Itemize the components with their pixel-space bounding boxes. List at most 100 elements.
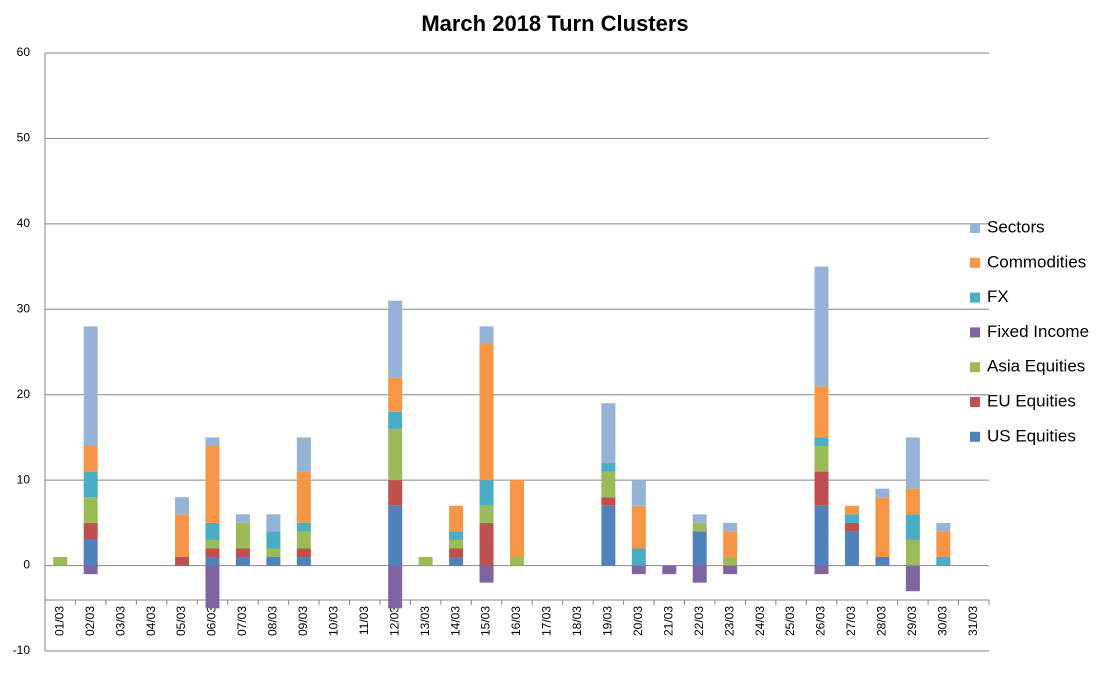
bar-segment [175,497,190,515]
bar-segment [601,463,616,472]
bar-segment [296,471,311,523]
y-tick-label: -10 [13,643,31,657]
x-tick-label: 14/03 [448,606,462,636]
bar-segment [814,565,829,575]
legend-swatch [970,431,980,442]
bar-segment [418,557,433,566]
legend-swatch [970,362,980,373]
bar-segment [235,514,250,523]
x-tick-label: 13/03 [418,606,432,636]
bar-segment [905,539,920,566]
bar-segment [449,539,464,549]
y-tick-label: 40 [17,216,31,230]
x-tick-label: 04/03 [144,606,158,636]
bar-segment [449,557,464,566]
bar-segment [905,565,920,592]
bar-segment [235,548,250,558]
bar-segment [875,497,890,558]
bar-segment [53,557,68,566]
legend-label: Sectors [987,217,1045,236]
bar-segment [83,565,98,575]
bar-segment [814,471,829,506]
bar-segment [479,565,494,583]
bar-segment [296,557,311,566]
bar-segment [388,411,403,429]
bar-segment [83,497,98,523]
bar-segment [814,445,829,472]
bar-segment [235,522,250,549]
legend-swatch [970,397,980,407]
bar-segment [235,557,250,566]
chart-title: March 2018 Turn Clusters [421,11,688,36]
bar-segment [449,531,464,540]
bar-segment [388,428,403,481]
bar-segment [905,437,920,489]
y-tick-label: 10 [17,472,31,486]
bar-segment [449,505,464,532]
bar-segment [936,531,951,558]
bar-segment [296,531,311,549]
bar-segment [83,445,98,472]
bar-segment [266,531,281,549]
bar-segment [844,522,859,532]
legend-swatch [970,292,980,303]
bar-segment [936,557,951,566]
legend-swatch [970,257,980,268]
bar-segment [83,522,98,540]
y-tick-label: 0 [23,558,30,572]
x-tick-label: 16/03 [509,606,523,636]
bar-segment [905,514,920,540]
bar-segment [875,488,890,498]
x-tick-label: 19/03 [601,606,615,636]
bar-segment [875,557,890,566]
y-tick-label: 20 [17,387,31,401]
bar-segment [723,557,738,566]
x-tick-label: 09/03 [296,606,310,636]
bar-segment [631,548,646,566]
legend-swatch [970,327,980,338]
bar-segment [266,514,281,532]
bar-segment [692,531,707,566]
bar-segment [296,522,311,532]
bar-segment [510,480,524,558]
bar-segment [479,343,494,481]
legend-label: Fixed Income [987,322,1089,341]
legend-label: US Equities [987,426,1076,445]
bar-segment [205,445,220,523]
x-tick-label: 27/03 [844,606,858,636]
bar-segment [205,437,220,446]
bar-segment [814,505,829,566]
bar-segment [723,565,738,575]
x-tick-label: 28/03 [875,606,889,636]
x-tick-label: 12/03 [387,606,401,636]
x-tick-label: 18/03 [570,606,584,636]
bar-segment [631,505,646,549]
x-tick-label: 30/03 [935,606,949,636]
x-tick-label: 15/03 [479,606,493,636]
bar-segment [205,557,220,566]
bar-segment [83,471,98,498]
x-tick-label: 06/03 [205,606,219,636]
bar-segment [814,437,829,446]
bar-segment [479,522,494,566]
x-tick-label: 20/03 [631,606,645,636]
x-tick-label: 29/03 [905,606,919,636]
bar-segment [844,505,859,515]
bar-segment [205,539,220,549]
y-tick-label: 50 [17,131,31,145]
y-tick-label: 60 [17,45,31,59]
x-tick-label: 05/03 [174,606,188,636]
x-tick-label: 24/03 [753,606,767,636]
bar-segment [814,266,829,387]
bar-segment [692,522,707,532]
bar-segment [601,497,616,506]
bar-segment [844,531,859,566]
bar-segment [936,522,951,532]
bar-segment [631,480,646,506]
y-tick-label: 30 [17,301,31,315]
bar-segment [83,326,98,446]
bar-segment [692,514,707,523]
bar-segment [479,326,494,344]
x-tick-label: 17/03 [540,606,554,636]
legend-label: FX [987,287,1009,306]
